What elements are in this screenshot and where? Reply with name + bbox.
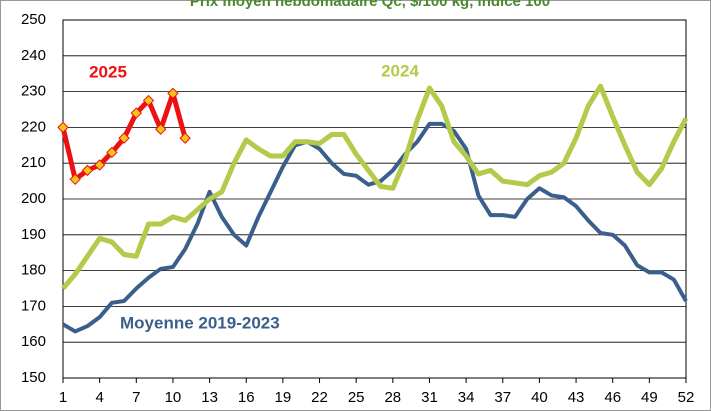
chart-title: Prix moyen hebdomadaire Qc, $/100 kg, in… [190,0,550,10]
point-marker [106,146,118,159]
point-marker [142,94,155,107]
x-tick-label: 37 [494,389,511,406]
series-line [61,83,689,291]
x-tick-label: 7 [132,389,140,406]
series-label: 2025 [89,62,127,81]
x-tick-label: 10 [165,389,182,406]
point-marker [155,123,167,135]
y-tick-label: 170 [21,297,46,314]
x-tick-label: 16 [238,389,255,406]
y-tick-label: 150 [21,369,46,386]
y-tick-label: 200 [21,190,46,207]
x-tick-label: 1 [59,389,67,406]
x-tick-label: 13 [201,389,218,406]
x-tick-label: 4 [95,389,103,406]
y-tick-label: 190 [21,226,46,243]
x-tick-label: 49 [641,389,658,406]
x-tick-label: 25 [348,389,365,406]
y-tick-label: 230 [21,83,46,100]
series-label: 2024 [381,61,419,80]
x-tick-label: 46 [604,389,621,406]
x-tick-label: 31 [421,389,438,406]
y-tick-label: 210 [21,154,46,171]
y-tick-label: 220 [21,118,46,135]
y-tick-label: 250 [21,11,46,28]
x-tick-label: 22 [311,389,328,406]
x-tick-label: 34 [458,389,475,406]
x-tick-label: 52 [678,389,695,406]
x-tick-label: 19 [275,389,292,406]
series-line [61,121,688,334]
point-marker [93,159,106,171]
point-marker [130,107,143,119]
point-marker [81,164,94,177]
series-label: Moyenne 2019-2023 [120,313,280,332]
y-tick-label: 180 [21,262,46,279]
point-marker [57,121,69,134]
x-tick-label: 43 [568,389,585,406]
x-tick-label: 28 [384,389,401,406]
point-marker [179,132,191,144]
point-marker [69,173,81,186]
x-tick-label: 40 [531,389,548,406]
y-tick-label: 240 [21,47,46,64]
y-tick-label: 160 [21,333,46,350]
point-marker [118,132,130,144]
plot-border [62,19,687,379]
point-marker [167,87,179,100]
